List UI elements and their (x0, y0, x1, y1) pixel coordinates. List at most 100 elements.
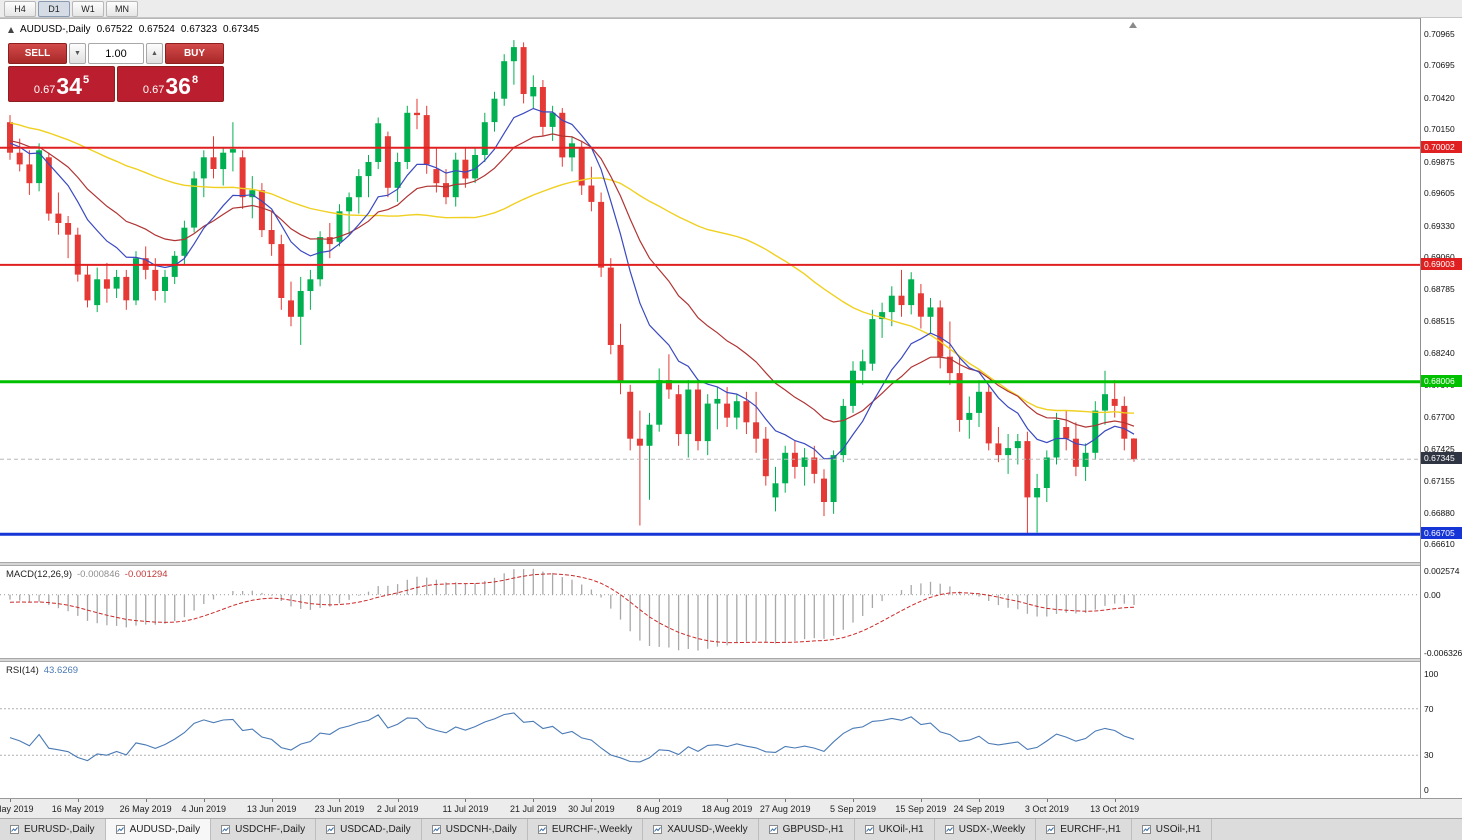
chart-tab-label: USDCAD-,Daily (340, 824, 411, 835)
date-label: 15 Sep 2019 (895, 804, 947, 814)
date-label: 21 Jul 2019 (509, 804, 557, 814)
chart-tab-label: XAUUSD-,Weekly (667, 824, 748, 835)
sell-price-pips: 34 (56, 73, 82, 99)
macd-axis-label: 0.00 (1424, 589, 1441, 600)
chart-tab-bar: EURUSD-,Daily AUDUSD-,Daily USDCHF-,Daily U… (0, 818, 1462, 840)
buy-price-prefix: 0.67 (142, 84, 165, 96)
one-click-trading-panel: SELL ▼ ▲ BUY 0.67 34 5 0.67 36 8 (8, 43, 224, 102)
date-label: 16 May 2019 (51, 804, 104, 814)
date-label: 4 Jun 2019 (181, 804, 227, 814)
buy-price-pips: 36 (165, 73, 191, 99)
chart-tab-icon (10, 825, 19, 834)
rsi-canvas[interactable] (0, 662, 1420, 798)
chart-symbol-label: AUDUSD-,Daily (20, 24, 91, 35)
chart-tab-gbpusd[interactable]: GBPUSD-,H1 (758, 819, 855, 840)
price-axis-label: 0.68515 (1424, 316, 1455, 327)
chart-tab-usdcad[interactable]: USDCAD-,Daily (316, 819, 422, 840)
date-tick (203, 799, 205, 802)
chart-tab-icon (653, 825, 663, 834)
date-label: 2 Jul 2019 (376, 804, 419, 814)
panel-splitter[interactable] (0, 562, 1462, 566)
chart-tab-label: AUDUSD-,Daily (129, 824, 201, 835)
macd-indicator-panel[interactable]: MACD(12,26,9) -0.000846 -0.001294 (0, 566, 1420, 658)
price-axis-label: 0.67425 (1424, 443, 1455, 454)
timeframe-button-h4[interactable]: H4 (4, 0, 36, 17)
chart-tab-icon (115, 825, 125, 834)
date-label: 7 May 2019 (0, 804, 34, 814)
chart-tab-eurusd[interactable]: EURUSD-,Daily (0, 819, 106, 840)
date-tick (1114, 799, 1116, 802)
timeframe-button-w1[interactable]: W1 (72, 0, 104, 17)
price-axis-label: 0.70695 (1424, 60, 1455, 71)
chart-tab-eurchf[interactable]: EURCHF-,Weekly (527, 819, 644, 840)
rsi-axis-label: 70 (1424, 703, 1434, 714)
timeframe-button-d1[interactable]: D1 (38, 0, 70, 17)
macd-canvas[interactable] (0, 566, 1420, 658)
ohlc-open: 0.67522 (96, 24, 133, 35)
volume-decrease-button[interactable]: ▼ (69, 43, 86, 64)
sell-button[interactable]: SELL (8, 43, 67, 64)
ohlc-low: 0.67323 (180, 24, 218, 35)
rsi-axis-label: 100 (1424, 669, 1439, 679)
date-label: 13 Oct 2019 (1090, 804, 1140, 814)
price-axis-label: 0.69330 (1424, 220, 1455, 231)
chart-tab-usdx[interactable]: USDX-,Weekly (934, 819, 1037, 840)
chart-tab-label: UKOil-,H1 (878, 824, 924, 835)
date-tick (853, 799, 855, 802)
volume-increase-button[interactable]: ▲ (146, 43, 163, 64)
date-tick (979, 799, 980, 802)
chart-tab-icon (221, 825, 231, 834)
volume-input[interactable] (88, 43, 144, 64)
date-label: 23 Jun 2019 (314, 804, 365, 814)
price-axis-label: 0.69605 (1424, 188, 1455, 199)
timeframe-button-mn[interactable]: MN (106, 0, 138, 17)
hline-price-tag: 0.69003 (1421, 257, 1462, 270)
macd-signal-value: -0.001294 (124, 569, 168, 580)
buy-price-point: 8 (191, 74, 199, 86)
date-tick (659, 799, 661, 802)
date-label: 3 Oct 2019 (1024, 804, 1069, 814)
main-chart-canvas[interactable] (0, 19, 1420, 563)
chart-tab-label: USDX-,Weekly (958, 824, 1026, 835)
date-label: 24 Sep 2019 (953, 804, 1005, 814)
date-tick (785, 799, 787, 802)
date-tick (533, 799, 535, 802)
rsi-label-row: RSI(14) 43.6269 (6, 665, 78, 676)
price-axis-label: 0.70150 (1424, 124, 1455, 135)
chart-shift-marker-icon (1129, 22, 1137, 28)
macd-name-label: MACD(12,26,9) (6, 569, 72, 580)
sell-price-button[interactable]: 0.67 34 5 (8, 66, 115, 102)
chart-tab-xauusd[interactable]: XAUUSD-,Weekly (643, 819, 759, 840)
price-chart-panel[interactable]: AUDUSD-,Daily 0.67522 0.67524 0.67323 0.… (0, 18, 1420, 563)
chart-tab-usdchf[interactable]: USDCHF-,Daily (211, 819, 317, 840)
price-axis-label: 0.70420 (1424, 92, 1455, 103)
chart-tab-icon (537, 825, 547, 834)
date-tick (397, 799, 399, 802)
price-axis[interactable]: 0.70965 0.70695 0.70420 0.70150 0.69875 0.696… (1420, 18, 1462, 798)
panel-splitter[interactable] (0, 658, 1462, 662)
price-axis-label: 0.67155 (1424, 475, 1455, 486)
price-axis-label: 0.68785 (1424, 284, 1455, 295)
date-tick (77, 799, 79, 802)
chart-tab-ukoil[interactable]: UKOil-,H1 (854, 819, 935, 840)
buy-price-button[interactable]: 0.67 36 8 (117, 66, 224, 102)
rsi-indicator-panel[interactable]: RSI(14) 43.6269 (0, 662, 1420, 798)
chart-tab-usdcnh[interactable]: USDCNH-,Daily (421, 819, 528, 840)
buy-button[interactable]: BUY (165, 43, 224, 64)
chart-tab-icon (944, 825, 954, 834)
date-tick (145, 799, 147, 802)
chart-tab-eurchf[interactable]: EURCHF-,H1 (1036, 819, 1132, 840)
chart-tab-label: USDCNH-,Daily (445, 824, 517, 835)
chart-tab-usoil[interactable]: USOil-,H1 (1131, 819, 1212, 840)
chart-tab-audusd[interactable]: AUDUSD-,Daily (105, 819, 212, 840)
chart-tab-icon (864, 825, 874, 834)
macd-label-row: MACD(12,26,9) -0.000846 -0.001294 (6, 569, 168, 580)
date-label: 27 Aug 2019 (759, 804, 811, 814)
chart-title: AUDUSD-,Daily 0.67522 0.67524 0.67323 0.… (8, 24, 259, 35)
hline-price-tag: 0.70002 (1421, 140, 1462, 153)
chart-tab-icon (1141, 825, 1151, 834)
current-price-tag: 0.67345 (1421, 452, 1462, 465)
macd-main-value: -0.000846 (77, 569, 120, 580)
price-axis-label: 0.68240 (1424, 348, 1455, 359)
date-axis[interactable]: 7 May 2019 16 May 2019 26 May 2019 4 Jun 20… (0, 798, 1462, 818)
